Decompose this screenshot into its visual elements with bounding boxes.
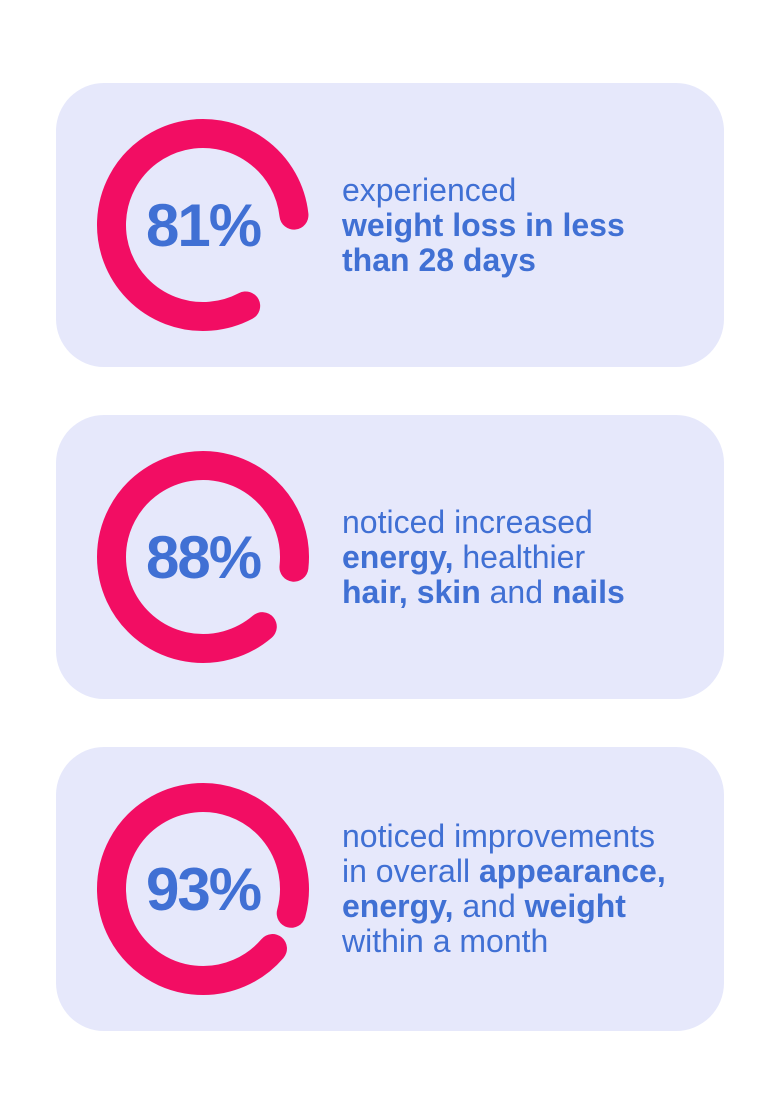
percent-value: 88% xyxy=(145,523,262,591)
description-segment: nails xyxy=(551,573,625,610)
description-segment: hair, skin xyxy=(342,573,481,610)
description-segment: energy, xyxy=(342,888,454,924)
description-line: noticed increased xyxy=(342,503,625,540)
description-line: energy, and weight xyxy=(342,889,666,924)
description-segment: in overall xyxy=(342,853,479,889)
progress-ring-arc-icon xyxy=(97,783,309,995)
description-line: within a month xyxy=(342,924,666,959)
description-segment: weight xyxy=(524,888,626,924)
description-line: energy, healthier xyxy=(342,538,625,575)
stat-card: 93% noticed improvements in overall appea… xyxy=(56,747,724,1031)
description-segment: appearance, xyxy=(478,853,666,889)
percent-value: 81% xyxy=(145,191,262,259)
stat-card: 88% noticed increased energy, healthier ha… xyxy=(56,415,724,699)
description-line: hair, skin and nails xyxy=(342,573,625,610)
description-segment: than 28 days xyxy=(342,241,536,278)
description-line: noticed improvements xyxy=(342,819,666,854)
description-line: experienced xyxy=(342,171,625,208)
description-segment: and xyxy=(453,888,525,924)
progress-ring: 81% xyxy=(96,118,310,332)
description-segment: within a month xyxy=(342,923,549,959)
stat-description: noticed improvements in overall appearanc… xyxy=(342,819,666,959)
progress-ring-arc-icon xyxy=(97,119,309,331)
stats-list: 81% experienced weight loss in less than 2… xyxy=(56,0,724,1031)
description-segment: noticed increased xyxy=(342,503,593,540)
progress-ring: 88% xyxy=(96,450,310,664)
percent-value: 93% xyxy=(145,855,262,923)
description-segment: experienced xyxy=(342,171,517,208)
progress-ring: 93% xyxy=(96,782,310,996)
description-segment: healthier xyxy=(453,538,586,575)
stat-card: 81% experienced weight loss in less than 2… xyxy=(56,83,724,367)
description-segment: and xyxy=(480,573,552,610)
description-line: than 28 days xyxy=(342,241,625,278)
description-segment: weight loss in less xyxy=(342,206,625,243)
description-segment: noticed improvements xyxy=(342,818,656,854)
stat-description: experienced weight loss in less than 28 da… xyxy=(342,171,625,278)
description-segment: energy, xyxy=(342,538,454,575)
progress-ring-arc-icon xyxy=(97,451,309,663)
description-line: weight loss in less xyxy=(342,206,625,243)
description-line: in overall appearance, xyxy=(342,854,666,889)
stat-description: noticed increased energy, healthier hair, … xyxy=(342,503,625,610)
